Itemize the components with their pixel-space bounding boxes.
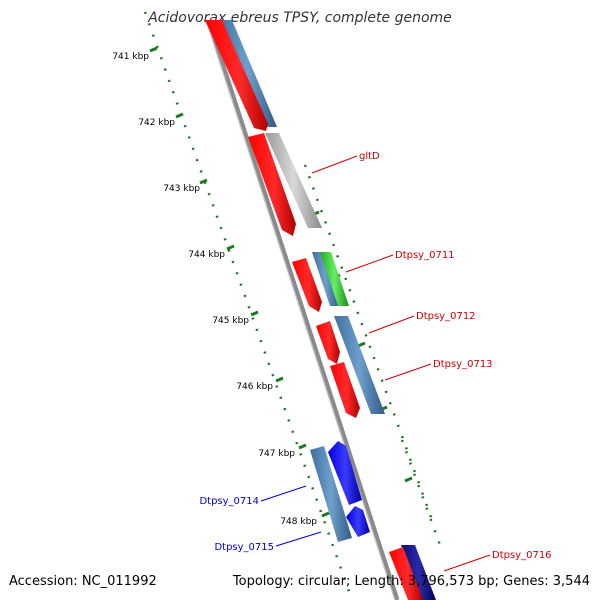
cds-reverse <box>328 441 370 537</box>
scale-label: 745 kbp <box>212 316 249 326</box>
genome-summary: Topology: circular; Length: 3,796,573 bp… <box>232 574 590 589</box>
gene-label-dtpsy-0714[interactable]: Dtpsy_0714 <box>199 496 259 507</box>
gene-label-dtpsy-0716[interactable]: Dtpsy_0716 <box>492 550 552 561</box>
gene-features-reverse <box>310 446 352 542</box>
gene-label-dtpsy-0713[interactable]: Dtpsy_0713 <box>433 359 493 370</box>
scale-label: 741 kbp <box>112 52 149 62</box>
accession-label: Accession: NC_011992 <box>9 574 157 589</box>
scale-label: 743 kbp <box>163 184 200 194</box>
cds-forward <box>205 20 423 600</box>
label-leaders <box>260 155 491 572</box>
genome-backbone-highlight <box>205 19 396 600</box>
genome-backbone <box>205 19 400 600</box>
gene-label-dtpsy-0715[interactable]: Dtpsy_0715 <box>214 542 274 553</box>
gene-label-dtpsy-0711[interactable]: Dtpsy_0711 <box>395 250 455 261</box>
gene-label-gltD[interactable]: gltD <box>359 151 380 162</box>
scale-label: 742 kbp <box>138 118 175 128</box>
gene-features-forward <box>218 20 436 600</box>
gene-label-dtpsy-0712[interactable]: Dtpsy_0712 <box>416 311 476 322</box>
scale-label: 747 kbp <box>258 449 295 459</box>
scale-label: 748 kbp <box>280 517 317 527</box>
scale-label: 746 kbp <box>236 382 273 392</box>
scale-label: 744 kbp <box>188 250 225 260</box>
scale-major-ticks <box>149 46 330 518</box>
